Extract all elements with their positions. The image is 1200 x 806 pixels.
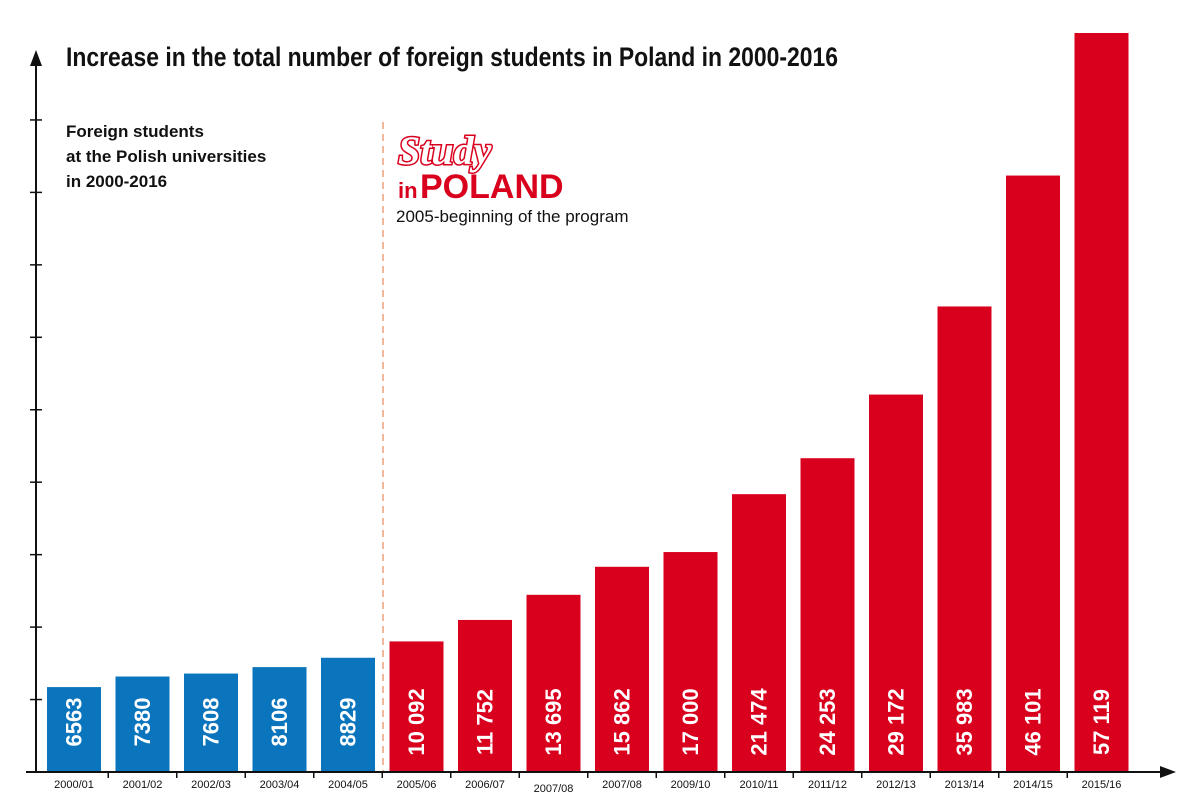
x-tick-label: 2009/10 bbox=[671, 779, 711, 791]
bar-value-label: 57 119 bbox=[1089, 689, 1114, 755]
bar-16 bbox=[1074, 33, 1129, 772]
logo-line-1: Study bbox=[398, 128, 492, 173]
x-tick-label: 2013/14 bbox=[945, 779, 985, 791]
bar-5 bbox=[321, 657, 375, 772]
bar-value-label: 6563 bbox=[62, 698, 87, 747]
bar-value-label: 35 983 bbox=[952, 688, 977, 755]
bar-15 bbox=[1006, 175, 1060, 772]
x-tick-label: 2005/06 bbox=[397, 779, 437, 791]
x-tick-label: 2006/07 bbox=[465, 779, 505, 791]
bar-6 bbox=[389, 641, 444, 772]
chart-subtitle-line-2: at the Polish universities bbox=[66, 147, 266, 166]
bar-4 bbox=[252, 667, 307, 772]
x-tick-label: 2004/05 bbox=[328, 779, 368, 791]
bar-value-label: 21 474 bbox=[747, 688, 772, 756]
bar-2 bbox=[115, 676, 170, 772]
x-tick-label: 2007/08 bbox=[534, 783, 574, 795]
bar-value-label: 24 253 bbox=[815, 688, 840, 755]
x-tick-label: 2010/11 bbox=[740, 779, 779, 791]
x-tick-label: 2011/12 bbox=[808, 779, 847, 791]
x-tick-label: 2012/13 bbox=[876, 779, 916, 791]
program-annotation: 2005-beginning of the program bbox=[396, 207, 629, 226]
logo-line-2-poland: POLAND bbox=[420, 168, 564, 206]
x-tick-label: 2001/02 bbox=[123, 779, 163, 791]
bar-value-label: 46 101 bbox=[1021, 688, 1046, 755]
x-tick-label: 2007/08 bbox=[602, 779, 642, 791]
bar-value-label: 13 695 bbox=[541, 688, 566, 755]
x-tick-label: 2015/16 bbox=[1082, 779, 1122, 791]
bar-10 bbox=[663, 552, 718, 772]
x-tick-label: 2000/01 bbox=[54, 779, 94, 791]
bar-11 bbox=[732, 494, 786, 772]
y-axis-arrow-icon bbox=[30, 50, 42, 66]
x-tick-label: 2014/15 bbox=[1013, 779, 1053, 791]
bar-value-label: 7608 bbox=[199, 698, 224, 747]
bars: 6563 7380 7608 8106 8829 10 092 11 752 13 695 15… bbox=[47, 33, 1129, 772]
x-tick-label: 2002/03 bbox=[191, 779, 231, 791]
bar-value-label: 29 172 bbox=[884, 688, 909, 755]
chart-subtitle-line-3: in 2000-2016 bbox=[66, 172, 167, 191]
bar-8 bbox=[526, 594, 581, 772]
bar-value-label: 8106 bbox=[267, 698, 292, 747]
bar-13 bbox=[869, 394, 923, 772]
logo-line-2-in: in bbox=[398, 178, 418, 203]
bar-value-label: 17 000 bbox=[678, 688, 703, 755]
x-axis-labels: 2000/01 2001/02 2002/03 2003/04 2004/05 2005/… bbox=[54, 779, 1121, 795]
bar-7 bbox=[458, 619, 512, 772]
chart-title: Increase in the total number of foreign … bbox=[66, 42, 838, 72]
bar-14 bbox=[937, 306, 992, 772]
x-tick-label: 2003/04 bbox=[260, 779, 300, 791]
bar-3 bbox=[184, 673, 238, 772]
bar-9 bbox=[595, 566, 649, 772]
bar-value-label: 8829 bbox=[336, 698, 361, 747]
bar-value-label: 11 752 bbox=[473, 689, 498, 755]
study-in-poland-logo: Study in POLAND bbox=[397, 127, 564, 207]
bar-value-label: 10 092 bbox=[404, 688, 429, 755]
bar-value-label: 7380 bbox=[130, 698, 155, 747]
bar-12 bbox=[800, 458, 855, 772]
bar-1 bbox=[47, 687, 101, 772]
x-axis-arrow-icon bbox=[1160, 766, 1176, 778]
bar-value-label: 15 862 bbox=[610, 688, 635, 755]
chart-subtitle-line-1: Foreign students bbox=[66, 122, 204, 141]
